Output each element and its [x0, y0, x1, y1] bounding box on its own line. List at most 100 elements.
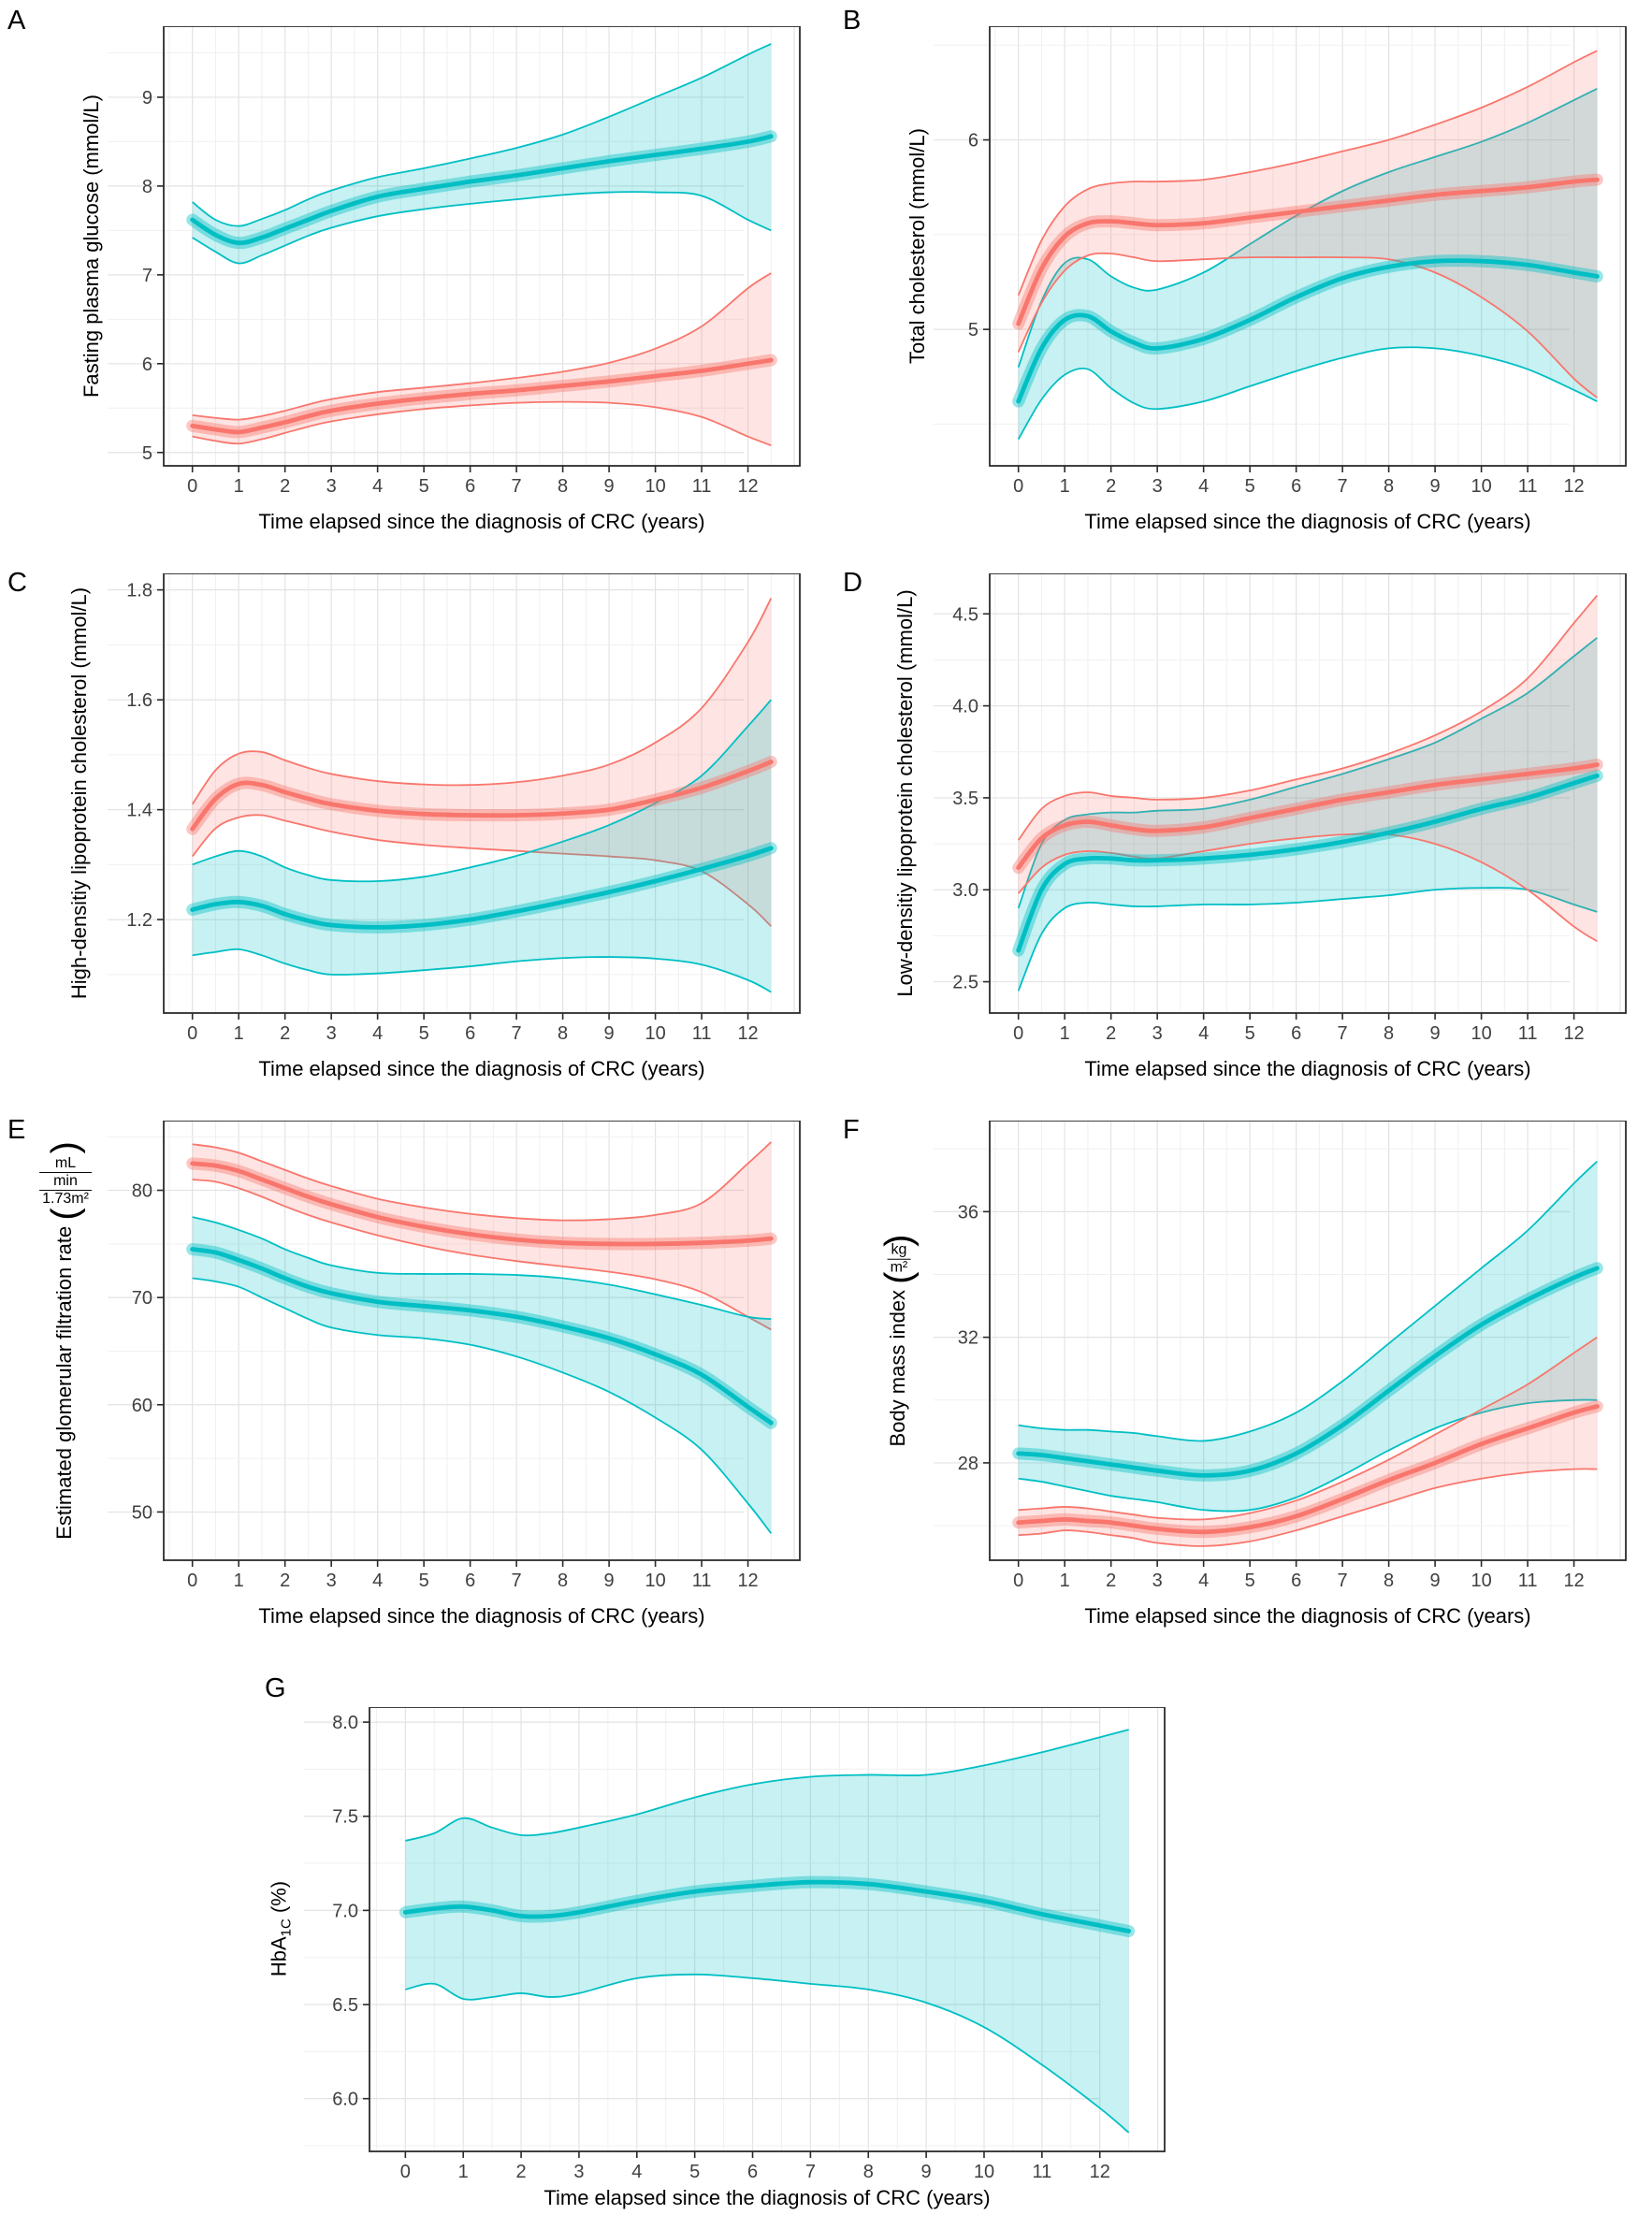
mean-lines — [1012, 1262, 1603, 1539]
red-ci-upper-line — [1017, 50, 1598, 297]
red-ci-upper-line — [192, 1141, 772, 1222]
x-tick-label: 11 — [692, 1571, 712, 1591]
panel-a-letter: A — [7, 6, 26, 36]
panel-f-ylabel: Body mass index (kg m²) — [878, 1235, 920, 1447]
y-tick-label: 1.6 — [126, 690, 152, 711]
x-tick-label: 9 — [604, 476, 615, 497]
axis-ticks: 0 1 2 3 4 5 6 7 8 9 10 11 121.21.41.61.8 — [126, 581, 759, 1044]
panel-g-ylabel: HbA1C (%) — [267, 1881, 294, 1976]
x-tick-label: 5 — [1245, 476, 1255, 497]
confidence-bands — [192, 43, 772, 447]
close-paren: ) — [44, 1141, 86, 1154]
y-tick-label: 5 — [968, 320, 978, 340]
teal-mean-line — [1016, 773, 1600, 953]
y-tick-label: 7.0 — [332, 1901, 358, 1921]
x-tick-label: 7 — [1338, 1571, 1348, 1591]
x-tick-label: 6 — [465, 476, 475, 497]
confidence-bands — [405, 1729, 1130, 2134]
red-ci-band — [192, 598, 772, 927]
panel-g-letter: G — [265, 1673, 286, 1703]
red-ci-lower-line — [191, 814, 772, 927]
y-tick-label: 70 — [132, 1288, 152, 1309]
x-tick-label: 9 — [1430, 1571, 1441, 1591]
x-tick-label: 2 — [1106, 1571, 1116, 1591]
x-tick-label: 12 — [737, 476, 758, 497]
x-tick-label: 3 — [1152, 1023, 1163, 1044]
x-tick-label: 3 — [1152, 1571, 1163, 1591]
panel-g-ylabel-sub: 1C — [278, 1918, 295, 1937]
red-ci-band — [1018, 51, 1598, 398]
x-tick-label: 0 — [1013, 476, 1023, 497]
teal-ci-lower-line — [1018, 1398, 1598, 1513]
teal-mean-line — [190, 1247, 774, 1426]
x-tick-label: 7 — [1338, 476, 1348, 497]
panel-d-plot: 0 1 2 3 4 5 6 7 8 9 10 11 122.53.03.54.04.5 — [934, 573, 1627, 1044]
panel-b-ylabel: Total cholesterol (mmol/L) — [906, 128, 929, 364]
panel-f-ylabel-text: Body mass index — [885, 1283, 909, 1447]
teal-ci-lower-line — [192, 191, 772, 265]
axis-ticks: 0 1 2 3 4 5 6 7 8 9 10 11 122.53.03.54.04.5 — [952, 604, 1585, 1044]
x-tick-label: 6 — [747, 2162, 758, 2182]
teal-ci-upper-line — [405, 1729, 1129, 1842]
y-tick-label: 7.5 — [332, 1807, 358, 1828]
teal-ci-upper-line — [1017, 637, 1598, 909]
red-ci-lower-line — [192, 400, 772, 447]
x-tick-label: 2 — [280, 476, 290, 497]
x-tick-label: 8 — [558, 1023, 568, 1044]
red-ci-lower-line — [1018, 832, 1598, 943]
x-tick-label: 6 — [465, 1023, 475, 1044]
x-tick-label: 8 — [558, 476, 568, 497]
x-tick-label: 1 — [1060, 1571, 1070, 1591]
panel-border — [989, 1121, 1627, 1561]
red-ci-upper-line — [1018, 1336, 1598, 1521]
panel-d-ylabel: Low-densitiy lipoprotein cholesterol (mm… — [893, 589, 917, 997]
x-tick-label: 6 — [465, 1571, 475, 1591]
x-tick-label: 10 — [645, 476, 665, 497]
x-tick-label: 8 — [863, 2162, 874, 2182]
panel-e-xlabel: Time elapsed since the diagnosis of CRC … — [258, 1604, 705, 1628]
panel-e-letter: E — [7, 1115, 26, 1145]
panel-c-xlabel: Time elapsed since the diagnosis of CRC … — [258, 1057, 705, 1080]
chart-grid — [108, 573, 795, 1013]
red-mean-line — [190, 1161, 774, 1247]
x-tick-label: 12 — [1563, 1571, 1584, 1591]
panel-a-ylabel: Fasting plasma glucose (mmol/L) — [80, 94, 103, 398]
x-tick-label: 1 — [234, 1571, 244, 1591]
panel-g-ylabel-post: (%) — [267, 1880, 291, 1919]
red-mean-line — [1016, 762, 1600, 871]
x-tick-label: 9 — [604, 1571, 615, 1591]
teal-ci-band — [1018, 637, 1598, 992]
x-tick-label: 12 — [737, 1023, 758, 1044]
x-tick-label: 11 — [1518, 476, 1538, 497]
x-tick-label: 0 — [187, 476, 197, 497]
x-tick-label: 7 — [512, 1023, 522, 1044]
panel-b-xlabel: Time elapsed since the diagnosis of CRC … — [1084, 510, 1531, 533]
red-mean-line — [1016, 177, 1600, 326]
x-tick-label: 3 — [1152, 476, 1163, 497]
panel-border — [369, 1707, 1166, 2152]
teal-ci-lower-line — [405, 1973, 1130, 2134]
panel-e: E Estimated glomerular filtration rate (… — [0, 1094, 826, 1642]
teal-ci-band — [192, 700, 772, 992]
panel-g-plot: 0 1 2 3 4 5 6 7 8 9 10 11 126.06.57.07.58.0 — [304, 1707, 1166, 2182]
y-tick-label: 3.0 — [952, 880, 978, 901]
chart-grid — [934, 1121, 1621, 1560]
red-ci-upper-line — [191, 598, 773, 805]
panel-b-letter: B — [843, 6, 862, 36]
x-tick-label: 9 — [921, 2162, 932, 2182]
confidence-bands — [1017, 50, 1598, 441]
panel-border — [989, 26, 1627, 467]
x-tick-label: 3 — [326, 1571, 337, 1591]
frac-denominator: 1.73m² — [39, 1189, 92, 1208]
red-ci-lower-line — [192, 1179, 772, 1331]
x-tick-label: 1 — [458, 2162, 469, 2182]
axis-ticks: 0 1 2 3 4 5 6 7 8 9 10 11 126.06.57.07.58.0 — [332, 1713, 1110, 2182]
red-mean-line — [1016, 1404, 1600, 1535]
red-mean-line — [190, 760, 774, 832]
x-tick-label: 0 — [187, 1023, 197, 1044]
y-tick-label: 1.2 — [126, 910, 152, 931]
y-tick-label: 2.5 — [952, 973, 978, 993]
teal-ci-lower-line — [192, 948, 772, 993]
